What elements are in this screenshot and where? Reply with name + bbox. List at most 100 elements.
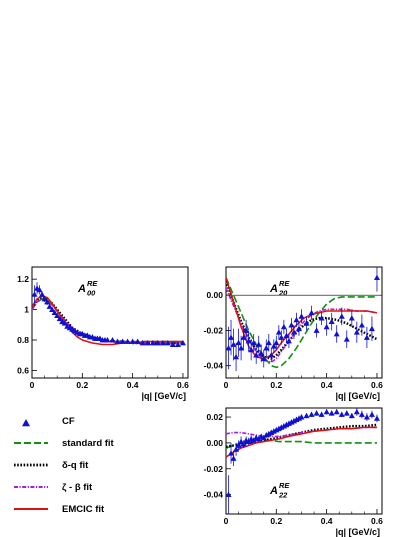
a20-data-point xyxy=(288,322,295,328)
a22-x-tick-label: 0 xyxy=(224,516,229,526)
a22-y-tick-label: 0.00 xyxy=(206,438,223,448)
a00-y-tick-label: 1.2 xyxy=(17,274,29,284)
a20-data-point xyxy=(303,320,310,326)
a20-plot-frame xyxy=(225,266,383,379)
a20-data-point xyxy=(268,352,275,358)
a22-data-point xyxy=(308,411,315,417)
a20-data-point xyxy=(273,339,280,346)
a20-data-point xyxy=(293,316,300,323)
a00-data-point xyxy=(159,340,166,346)
a00-data-point xyxy=(46,303,53,309)
a00-data-point xyxy=(169,341,176,347)
a22-data-point xyxy=(228,450,235,456)
a00-data-point xyxy=(129,338,136,344)
a20-data-point xyxy=(240,334,247,340)
a22-title-subscript: 22 xyxy=(278,491,288,500)
a22-data-point xyxy=(230,455,237,461)
a20-solid-fit-line xyxy=(226,277,378,360)
a20-data-point xyxy=(260,355,267,362)
a00-data-point xyxy=(144,340,151,346)
a20-data-point xyxy=(285,338,292,344)
legend-label: standard fit xyxy=(62,438,115,449)
legend-label: δ-q fit xyxy=(62,460,89,471)
legend-entry: EMCIC fit xyxy=(14,504,105,515)
a00-data-point xyxy=(109,336,116,343)
a22-data-point xyxy=(353,408,360,415)
a20-data-point xyxy=(333,330,340,337)
a20-data-point xyxy=(308,309,315,316)
a20-data-point xyxy=(313,327,320,333)
a20-data-points xyxy=(226,267,380,371)
a20-data-point xyxy=(255,341,262,347)
a00-x-axis-label: |q| [GeV/c] xyxy=(141,391,186,401)
legend-marker-triangle xyxy=(22,419,30,427)
a20-data-point xyxy=(290,329,297,335)
a22-x-tick-label: 0.2 xyxy=(270,516,282,526)
a00-data-point xyxy=(114,338,121,344)
a20-data-point xyxy=(318,315,325,321)
a00-data-point xyxy=(179,340,186,346)
a20-x-axis-label: |q| [GeV/c] xyxy=(335,391,380,401)
a22-data-point xyxy=(358,411,365,417)
a20-data-point xyxy=(338,313,345,319)
a20-data-point xyxy=(363,334,370,340)
a22-data-point xyxy=(348,412,355,419)
a00-data-point xyxy=(119,338,126,344)
a20-data-point xyxy=(250,339,257,346)
a20-data-point xyxy=(245,338,252,344)
a00-data-point xyxy=(104,336,111,343)
a22-data-point xyxy=(313,410,320,416)
a20-data-point xyxy=(283,332,290,339)
a00-data-points xyxy=(32,282,186,347)
a00-data-point xyxy=(51,309,58,316)
legend-entry: δ-q fit xyxy=(14,460,89,471)
a22-data-point xyxy=(240,441,247,447)
a20-dashed-fit-line xyxy=(226,277,377,369)
a00-x-tick-label: 0 xyxy=(30,380,35,390)
a22-data-point xyxy=(373,415,380,421)
a22-plot-frame xyxy=(225,407,383,515)
a20-data-point xyxy=(348,315,355,321)
a00-data-point xyxy=(174,341,181,347)
a20-x-tick-label: 0.6 xyxy=(371,380,383,390)
a22-data-point xyxy=(238,438,245,445)
a20-data-point xyxy=(328,318,335,325)
a22-data-point xyxy=(363,414,370,420)
a22-title-superscript: RE xyxy=(279,481,290,490)
a22-data-point xyxy=(328,410,335,416)
a20-data-point xyxy=(353,329,360,335)
a00-data-point xyxy=(32,291,38,297)
a22-data-point xyxy=(333,408,340,415)
a00-data-point xyxy=(61,320,68,326)
a22-data-point xyxy=(338,411,345,417)
a20-x-tick-label: 0.4 xyxy=(321,380,333,390)
a20-y-tick-label: -0.02 xyxy=(204,325,224,335)
a00-data-point xyxy=(164,340,171,346)
a00-title-subscript: 00 xyxy=(87,289,96,298)
legend-entry: CF xyxy=(22,416,75,427)
a22-x-axis-label-text: |q| [GeV/c] xyxy=(335,527,380,537)
legend-entry: ζ - β fit xyxy=(14,482,93,493)
a20-data-point xyxy=(368,325,375,332)
a00-plot-frame xyxy=(31,266,189,379)
a20-data-point xyxy=(265,339,272,346)
a00-data-point xyxy=(39,291,46,297)
a00-y-tick-label: 0.8 xyxy=(17,335,29,345)
a22-dashed-fit-line xyxy=(226,439,377,449)
a20-data-point xyxy=(295,325,302,332)
a20-data-point xyxy=(228,334,235,340)
panel-a22: 0 0.2 0.4 0.6 -0.04 -0.02 0.00 0.02 |q| [GeV/c] A… xyxy=(204,407,383,537)
a20-title-superscript: RE xyxy=(279,279,290,288)
a00-data-point xyxy=(139,340,146,346)
a22-data-point xyxy=(233,446,240,452)
a00-y-tick-label: 0.6 xyxy=(17,365,29,375)
legend-label: EMCIC fit xyxy=(62,504,105,515)
a00-title-superscript: RE xyxy=(87,279,98,288)
legend-entry: standard fit xyxy=(14,438,115,449)
a20-data-point xyxy=(275,329,282,335)
a20-data-point xyxy=(343,336,350,342)
a22-data-point xyxy=(226,491,232,498)
